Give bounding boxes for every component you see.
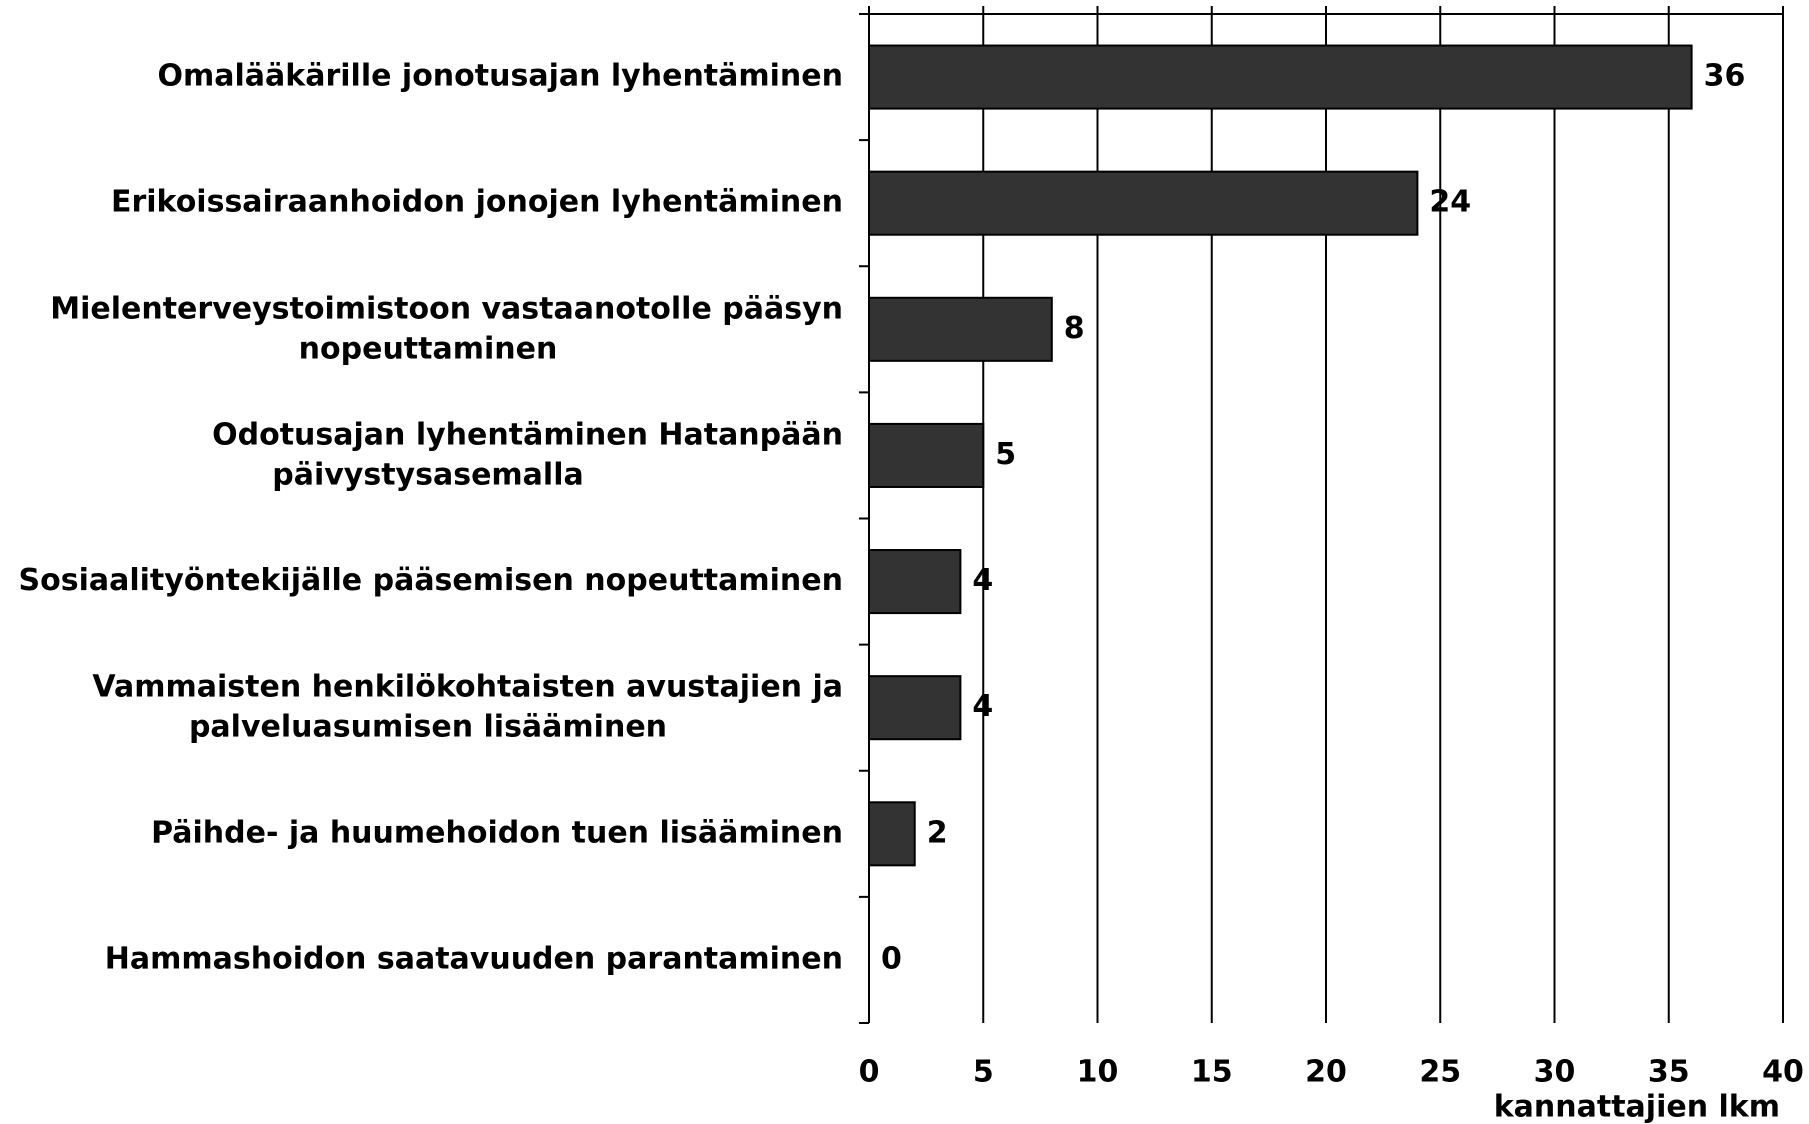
x-axis-label: kannattajien lkm [1494,1090,1780,1124]
y-tick-label: Hammashoidon saatavuuden parantaminen [105,941,843,976]
y-tick-label: Sosiaalityöntekijälle pääsemisen nopeutt… [19,563,843,598]
x-tick-label: 15 [1191,1055,1233,1090]
bar [868,44,1693,110]
x-tick-label: 25 [1419,1055,1461,1090]
y-tick-label: Vammaisten henkilökohtaisten avustajien … [92,669,843,744]
y-tick-label: Erikoissairaanhoidon jonojen lyhentämine… [111,185,843,220]
value-label: 36 [1704,59,1746,94]
y-tick-label: Päihde- ja huumehoidon tuen lisääminen [151,815,843,850]
x-tick-label: 20 [1305,1055,1347,1090]
x-tick-label: 30 [1534,1055,1576,1090]
x-tick-label: 35 [1648,1055,1690,1090]
value-label: 24 [1429,185,1471,220]
bar [868,170,1419,236]
value-label: 0 [881,941,902,976]
value-label: 5 [995,437,1016,472]
x-tick-label: 40 [1762,1055,1804,1090]
value-label: 8 [1064,311,1085,346]
x-tick-label: 10 [1077,1055,1119,1090]
bar [868,801,916,867]
value-label: 4 [972,689,993,724]
x-tick-label: 0 [859,1055,880,1090]
bar [868,422,985,488]
y-tick-label: Mielenterveystoimistoon vastaanotolle pä… [50,291,843,366]
y-tick-label: Odotusajan lyhentäminen Hatanpään päivyst… [212,417,843,492]
bar [868,296,1053,362]
y-tick-label: Omalääkärille jonotusajan lyhentäminen [158,59,844,94]
bar [868,549,962,615]
bar [868,675,962,741]
x-tick-label: 5 [973,1055,994,1090]
value-label: 2 [927,815,948,850]
value-label: 4 [972,563,993,598]
